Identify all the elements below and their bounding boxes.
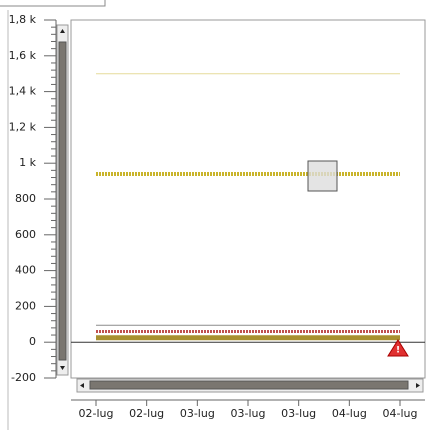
x-tick-label: 03-lug (281, 407, 316, 420)
v-scrollbar[interactable] (56, 24, 69, 376)
x-tick-label: 04-lug (383, 407, 418, 420)
y-tick-label: 800 (15, 192, 36, 205)
scroll-right[interactable] (416, 383, 420, 388)
x-tick-label: 03-lug (180, 407, 215, 420)
plot-area (70, 19, 426, 379)
h-scrollbar[interactable] (76, 378, 424, 393)
x-tick-label: 04-lug (332, 407, 367, 420)
x-tick-label: 02-lug (79, 407, 114, 420)
v-scroll-thumb[interactable] (58, 41, 67, 361)
x-tick-label: 03-lug (231, 407, 266, 420)
plot (71, 73, 425, 343)
warning-icon[interactable]: ! (387, 339, 409, 357)
y-tick-label: -200 (11, 371, 36, 384)
scroll-down[interactable] (60, 366, 65, 370)
y-tick-label: 400 (15, 264, 36, 277)
h-scroll-thumb[interactable] (89, 380, 409, 390)
y-tick-label: 1,8 k (9, 13, 37, 26)
y-tick-label: 1,2 k (9, 120, 37, 133)
y-tick-label: 600 (15, 228, 36, 241)
warning-mark: ! (396, 346, 400, 356)
scroll-left[interactable] (80, 383, 84, 388)
y-tick-label: 1,4 k (9, 85, 37, 98)
frame-tab (0, 0, 106, 7)
x-tick-label: 02-lug (129, 407, 164, 420)
y-tick-label: 1 k (19, 156, 36, 169)
y-tick-label: 1,6 k (9, 49, 37, 62)
y-tick-label: 0 (29, 335, 36, 348)
warning-triangle (387, 339, 409, 357)
y-tick-label: 200 (15, 299, 36, 312)
cursor-box[interactable] (307, 160, 338, 192)
scroll-up[interactable] (60, 29, 65, 33)
